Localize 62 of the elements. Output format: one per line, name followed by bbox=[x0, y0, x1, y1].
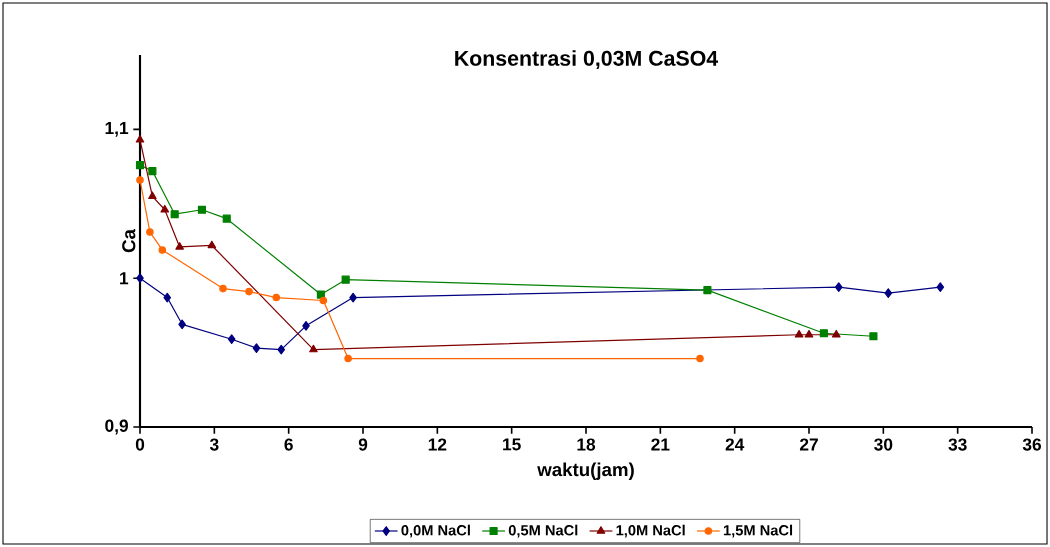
point bbox=[245, 287, 253, 296]
point bbox=[804, 329, 814, 338]
point bbox=[272, 293, 281, 302]
point bbox=[222, 214, 231, 223]
point bbox=[696, 354, 704, 363]
point bbox=[794, 329, 804, 338]
point bbox=[197, 205, 207, 214]
point bbox=[884, 288, 893, 298]
point bbox=[936, 282, 945, 292]
legend-label: 0,5M NaCl bbox=[508, 524, 578, 538]
point bbox=[277, 344, 286, 355]
legend-label: 0,0M NaCl bbox=[401, 524, 470, 538]
point bbox=[869, 332, 878, 341]
point bbox=[349, 292, 357, 303]
x-tick-label: 15 bbox=[503, 438, 521, 451]
point bbox=[170, 210, 179, 219]
x-tick-label: 12 bbox=[428, 438, 447, 451]
y-tick-label: 0,9 bbox=[105, 419, 128, 435]
y-tick-label: 1,1 bbox=[105, 122, 129, 137]
point bbox=[319, 296, 328, 305]
point bbox=[160, 204, 170, 213]
x-tick-label: 18 bbox=[577, 438, 596, 451]
x-axis-title: waktu(jam) bbox=[537, 462, 634, 480]
point bbox=[227, 334, 236, 345]
y-axis-title: Ca bbox=[122, 228, 136, 253]
point bbox=[341, 275, 350, 284]
point bbox=[158, 246, 167, 254]
point bbox=[135, 161, 145, 170]
legend-label: 1,0M NaCl bbox=[616, 524, 685, 538]
point bbox=[136, 273, 144, 284]
x-tick-label: 9 bbox=[358, 438, 368, 451]
point bbox=[148, 191, 157, 200]
point bbox=[146, 228, 154, 236]
point bbox=[302, 320, 310, 331]
y-tick-label: 1 bbox=[120, 272, 129, 285]
point bbox=[207, 240, 217, 249]
point bbox=[135, 134, 145, 143]
chart-title: Konsentrasi 0,03M CaSO4 bbox=[455, 50, 719, 69]
point bbox=[163, 292, 172, 303]
x-tick-label: 0 bbox=[135, 438, 145, 451]
x-tick-label: 36 bbox=[1022, 438, 1042, 451]
point bbox=[703, 286, 712, 295]
point bbox=[252, 343, 261, 353]
point bbox=[148, 167, 157, 176]
point bbox=[344, 354, 352, 363]
x-tick-label: 27 bbox=[799, 438, 818, 451]
point bbox=[309, 344, 318, 353]
x-tick-label: 6 bbox=[284, 438, 293, 451]
point bbox=[316, 290, 325, 299]
point bbox=[178, 319, 186, 330]
x-tick-label: 24 bbox=[725, 438, 745, 451]
point bbox=[136, 176, 144, 184]
legend-label: 1,5M NaCl bbox=[723, 524, 793, 538]
x-tick-label: 30 bbox=[874, 438, 893, 451]
x-tick-label: 33 bbox=[948, 438, 967, 451]
point bbox=[819, 329, 828, 338]
point bbox=[175, 242, 184, 250]
point bbox=[219, 284, 227, 293]
point bbox=[831, 329, 841, 338]
x-tick-label: 3 bbox=[209, 438, 219, 451]
x-tick-label: 21 bbox=[651, 438, 670, 451]
point bbox=[834, 282, 843, 292]
